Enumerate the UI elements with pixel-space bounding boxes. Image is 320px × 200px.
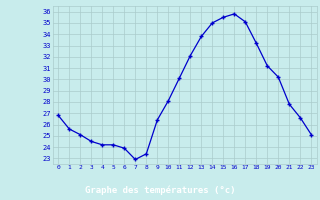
Text: Graphe des températures (°c): Graphe des températures (°c)	[85, 186, 235, 195]
